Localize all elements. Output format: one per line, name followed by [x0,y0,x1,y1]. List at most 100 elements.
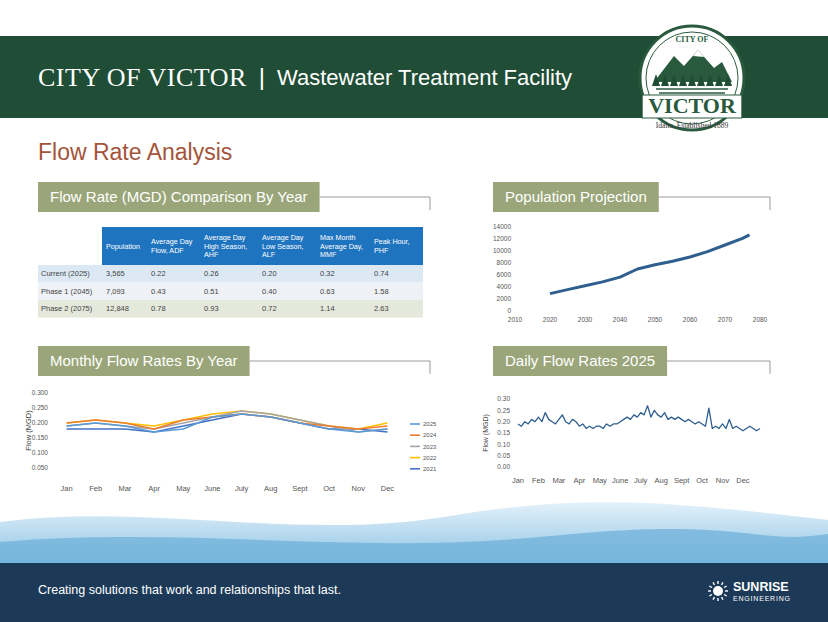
daily-line [518,406,760,431]
x-tick-label: Mar [552,476,565,485]
logo-tree [661,74,669,86]
x-tick-label: Apr [574,476,586,485]
flow-table: PopulationAverage DayFlow, ADFAverage Da… [38,227,423,318]
plot-area [550,235,750,294]
text-line: AHF [204,250,219,259]
x-tick-label: June [612,476,628,485]
x-tick-label: Feb [532,476,545,485]
tab-title: Flow Rate (MGD) Comparison By Year [50,188,308,205]
x-tick-label: 2010 [508,316,523,323]
y-tick-label: 6000 [497,271,512,278]
y-tick-label: 0.200 [32,419,49,426]
tab-box [38,182,320,212]
logo-field [656,88,728,90]
text-line: Population [106,242,140,251]
logo-tree [724,74,732,86]
city-logo: CITY OFVICTORIdaho, Established 1889 [640,26,744,130]
y-tick-label: 0.20 [497,418,510,425]
y-tick-label: 0.00 [497,463,510,470]
logo-tree [697,74,705,86]
table-cell: 0.93 [204,304,219,313]
tab-title: Monthly Flow Rates By Year [50,352,238,369]
table-cell: 0.32 [320,269,335,278]
y-tick-label: 0.150 [32,434,49,441]
x-tick-label: 2040 [613,316,628,323]
y-tick-label: 0.10 [497,441,510,448]
y-tick-label: 12000 [493,235,511,242]
x-tick-label: 2020 [543,316,558,323]
logo-tree [706,74,714,86]
tab-rule [320,197,430,210]
y-tick-label: 0 [507,307,511,314]
x-tick-label: Jan [61,484,73,493]
x-tick-label: Feb [89,484,102,493]
logo-tree [670,74,678,86]
company-subname: ENGINEERING [733,595,791,602]
y-tick-label: 0.30 [497,395,510,402]
y-tick-label: 0.250 [32,404,49,411]
x-tick-label: May [593,476,607,485]
series-line [67,414,388,432]
logo-arc-text: CITY OF [676,35,709,44]
x-tick-label: 2060 [683,316,698,323]
sun-ray [717,581,718,584]
logo-snow [693,50,704,57]
plot-area [67,411,388,432]
series-line [67,411,388,432]
sun-ray [725,590,728,591]
x-tick-label: 2050 [648,316,663,323]
sun-ray [709,595,712,597]
series-line [67,414,388,432]
x-tick-label: Sept [674,476,690,485]
company-name: SUNRISE [733,580,789,594]
x-tick-label: Nov [716,476,730,485]
x-tick-label: 2030 [578,316,593,323]
y-tick-label: 4000 [497,283,512,290]
table-cell: 0.40 [262,287,277,296]
table-cell: 0.20 [262,269,277,278]
legend-label: 2024 [423,432,437,438]
y-tick-label: 0.25 [497,407,510,414]
y-axis-title: Flow (MGD) [482,414,490,452]
table-row-bg [38,300,423,318]
page: CITY OF VICTOR|Wastewater Treatment Faci… [0,0,828,622]
background [0,0,828,622]
table-column-head: Average DayFlow, ADF [151,237,193,255]
table-cell: 12,848 [106,304,129,313]
table-cell: 0.22 [151,269,166,278]
header-city: CITY OF VICTOR [38,63,247,92]
x-tick-label: May [176,484,190,493]
y-tick-label: 0.050 [32,464,49,471]
x-tick-label: July [235,484,249,493]
tab-title: Population Projection [505,188,647,205]
logo-tree [715,74,723,86]
y-axis-title: Flow (MGD) [24,410,33,451]
table-row-label: Current (2025) [41,269,90,278]
sun-ray [708,590,711,591]
y-tick-label: 14000 [493,223,511,230]
sun-core [713,586,723,596]
table-cell: 0.78 [151,304,166,313]
table-row-label: Phase 1 (2045) [41,287,93,296]
y-tick-label: 0.300 [32,389,49,396]
sun-ray [724,595,727,597]
x-tick-label: Nov [352,484,366,493]
table-cell: 0.72 [262,304,277,313]
y-tick-label: 8000 [497,259,512,266]
legend-swatch [410,423,420,425]
table-cell: 0.63 [320,287,335,296]
logo-tree [679,74,687,86]
sun-ray [722,582,724,585]
x-tick-label: 2080 [753,316,768,323]
text-line: Flow, ADF [151,246,184,255]
wave-back [0,502,828,565]
legend-swatch [410,446,420,448]
logo-tree [652,74,660,86]
x-tick-label: July [634,476,648,485]
x-tick-label: Aug [654,476,667,485]
table-cell: 2.63 [374,304,389,313]
x-tick-label: Sept [292,484,308,493]
x-tick-label: Aug [264,484,277,493]
section-tab: Daily Flow Rates 2025 [493,346,770,376]
table-cell: 0.43 [151,287,166,296]
